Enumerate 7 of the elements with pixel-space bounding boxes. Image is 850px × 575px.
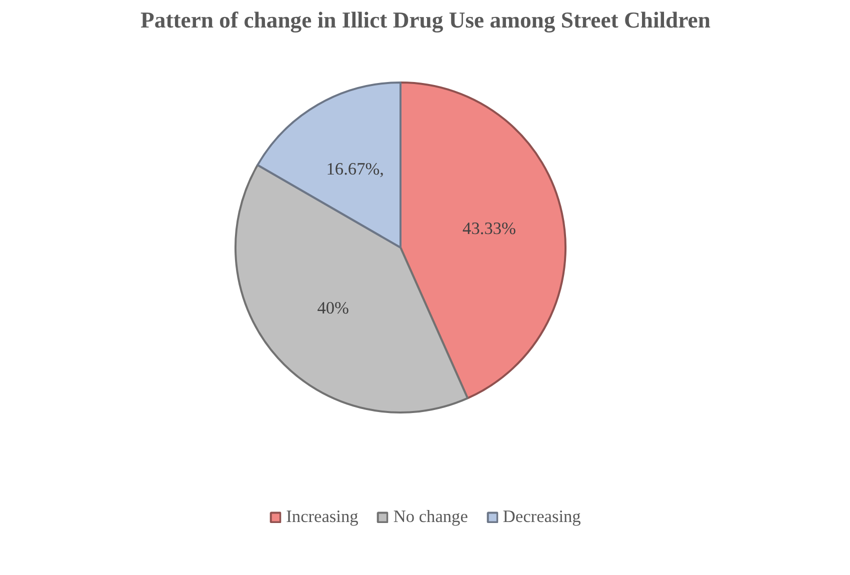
- data-label: 43.33%: [462, 219, 516, 238]
- chart-title: Pattern of change in Illict Drug Use among Street Children: [140, 8, 711, 32]
- data-label: 40%: [317, 298, 349, 318]
- legend-label: No change: [393, 507, 468, 527]
- data-label: 16.67%,: [326, 159, 384, 178]
- legend-label: Decreasing: [502, 507, 581, 527]
- legend-label: Increasing: [286, 507, 358, 527]
